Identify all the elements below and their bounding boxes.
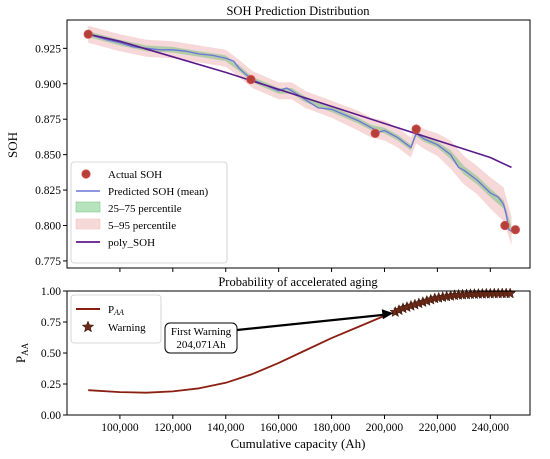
legend-warning-star [81,320,95,333]
top-plot-frame [66,19,531,269]
legend-5-95-swatch [75,218,101,230]
actual-soh-point [411,124,421,134]
bottom-legend: PAA Warning [70,294,162,344]
bottom-y-ticks: 0.00 0.25 0.50 0.75 1.00 [41,286,67,422]
top-y-tick-label: 0.825 [35,185,61,197]
legend-25-75-label: 25–75 percentile [108,203,182,215]
bottom-y-tick-label: 0.25 [41,379,61,391]
legend-predicted-soh-label: Predicted SOH (mean) [108,186,209,198]
x-axis-label: Cumulative capacity (Ah) [230,436,365,451]
legend-actual-soh-label: Actual SOH [108,169,162,181]
bottom-x-tick-label: 100,000 [101,422,139,434]
bottom-x-tick-label: 220,000 [419,422,457,434]
poly-soh-line [88,33,512,169]
bottom-x-tick-label: 140,000 [207,422,245,434]
bottom-y-tick-label: 0.75 [41,317,61,329]
top-y-axis-label: SOH [5,132,20,158]
legend-5-95-label: 5–95 percentile [108,220,176,232]
annotation-box [164,322,238,354]
actual-soh-point [370,128,380,138]
band-5-95-percentile [88,25,512,246]
legend-actual-soh-marker [81,169,91,179]
actual-soh-point [83,29,93,39]
legend-poly-soh-label: poly_SOH [108,237,155,249]
actual-soh-point [510,225,521,235]
bottom-x-tick-label: 120,000 [154,422,192,434]
bottom-x-tick-label: 160,000 [260,422,298,434]
annotation-line2: 204,071Ah [176,339,226,351]
warning-star [504,287,517,299]
top-y-ticks: 0.775 0.800 0.825 0.850 0.875 0.900 0.925 [35,43,67,268]
accelerated-aging-panel: Probability of accelerated aging 0.00 0.2… [13,275,531,451]
soh-prediction-panel: SOH Prediction Distribution 0.7750.8000.… [5,4,531,272]
bottom-x-tick-label: 180,000 [313,422,351,434]
top-y-tick-label: 0.925 [35,43,61,55]
actual-soh-point [246,74,256,85]
bottom-legend-box [70,294,162,344]
bottom-y-tick-label: 0.00 [41,410,61,422]
bottom-x-tick-label: 200,000 [366,422,404,434]
warning-points [389,287,517,318]
top-legend-box [70,161,228,264]
bottom-y-tick-label: 0.50 [41,348,61,360]
legend-paa-label: PAA [108,304,124,317]
top-x-ticks [119,268,491,272]
predicted-soh-mean-line [88,33,512,232]
top-y-tick-label: 0.775 [35,256,61,268]
legend-25-75-swatch [75,201,101,213]
actual-soh-point [500,220,510,231]
annotation-line1: First Warning [171,326,232,338]
annotation-arrow-head [381,309,394,320]
percentile-bands [88,25,512,246]
bottom-x-ticks: 100,000 120,000 140,000 160,000 180,000 200,0… [101,415,509,434]
top-chart-title: SOH Prediction Distribution [226,4,370,18]
bottom-y-tick-label: 1.00 [41,286,61,298]
annotation-arrow-shaft [236,313,385,332]
top-y-tick-label: 0.800 [35,220,61,232]
bottom-y-axis-label: PAA [13,342,30,363]
actual-soh-points [83,29,521,235]
legend-warning-label: Warning [108,322,146,334]
bottom-x-tick-label: 240,000 [472,422,510,434]
top-y-tick-label: 0.900 [35,79,61,91]
bottom-chart-title: Probability of accelerated aging [218,275,378,289]
top-y-tick-label: 0.850 [35,150,61,162]
prediction-lines [88,33,512,232]
top-legend: Actual SOH Predicted SOH (mean) 25–75 perc… [70,161,228,264]
top-y-tick-label: 0.875 [35,114,61,126]
